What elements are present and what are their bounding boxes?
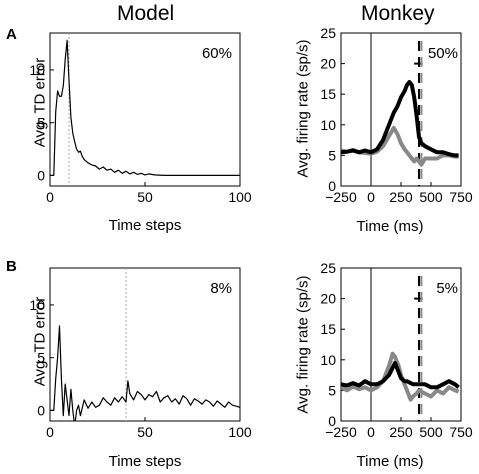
a-model-xlabel: Time steps: [108, 217, 182, 234]
panel-label-a: A: [6, 26, 17, 43]
b-model-series-line: [50, 325, 240, 421]
a-monkey-xtick-label: 0: [367, 189, 375, 205]
a-model-series-line: [50, 39, 240, 176]
a-model-ytick-label: 5: [37, 115, 45, 131]
b-monkey-ytick-label: 25: [320, 260, 336, 276]
a-monkey-xlabel: Time (ms): [356, 218, 424, 235]
a-model-xtick-label: 0: [46, 189, 54, 205]
b-monkey-xtick-label: 750: [449, 424, 473, 440]
panel-label-b: B: [6, 258, 17, 275]
b-monkey-xlabel: Time (ms): [356, 453, 424, 470]
b-model-annotation: 8%: [210, 280, 232, 297]
b-monkey-ytick-label: 0: [328, 413, 336, 429]
a-monkey-series-black: [341, 80, 459, 158]
b-model-ytick-label: 0: [37, 402, 45, 418]
a-model-xtick-label: 100: [228, 189, 252, 205]
a-monkey-ytick-label: 20: [320, 56, 336, 72]
b-monkey-series-black: [341, 360, 460, 390]
a-monkey-xtick-label: 750: [449, 189, 473, 205]
a-monkey-annotation: 50%: [428, 45, 458, 62]
a-monkey-ylabel: Avg. firing rate (sp/s): [294, 39, 312, 178]
b-monkey-xtick-label: 250: [389, 424, 413, 440]
a-monkey-xtick-label: 500: [419, 189, 443, 205]
b-monkey-ytick-label: 20: [320, 291, 336, 307]
b-monkey-xtick-label: −250: [325, 424, 357, 440]
a-monkey-ytick-label: 5: [328, 147, 336, 163]
b-monkey-ytick-label: 15: [320, 321, 336, 337]
a-model-ytick-label: 0: [37, 167, 45, 183]
b-monkey-ytick-label: 10: [320, 352, 336, 368]
a-monkey-ytick-label: 10: [320, 117, 336, 133]
b-model-ylabel: Avg. TD error: [31, 296, 49, 387]
a-monkey-xtick-label: 250: [389, 189, 413, 205]
b-monkey-ytick-label: 5: [328, 382, 336, 398]
a-monkey-ytick-label: 15: [320, 86, 336, 102]
b-model-ytick-label: 5: [37, 350, 45, 366]
a-model-annotation: 60%: [202, 45, 232, 62]
b-monkey-ylabel: Avg. firing rate (sp/s): [294, 275, 312, 414]
a-monkey-xtick-label: −250: [325, 189, 357, 205]
a-monkey-series-gray: [341, 125, 459, 167]
b-monkey-xtick-label: 500: [419, 424, 443, 440]
b-monkey-xtick-label: 0: [367, 424, 375, 440]
b-model-ytick-label: 10: [29, 297, 45, 313]
a-monkey-ytick-label: 25: [320, 25, 336, 41]
b-model-xtick-label: 100: [228, 424, 252, 440]
a-model-xtick-label: 50: [137, 189, 153, 205]
b-model-xtick-label: 50: [137, 424, 153, 440]
b-model-xlabel: Time steps: [108, 453, 182, 470]
column-header-monkey: Monkey: [361, 2, 435, 25]
a-monkey-ytick-label: 0: [328, 178, 336, 194]
b-model-xtick-label: 0: [46, 424, 54, 440]
a-model-ytick-label: 10: [29, 62, 45, 78]
column-header-model: Model: [117, 2, 175, 25]
b-monkey-annotation: 5%: [436, 280, 458, 297]
